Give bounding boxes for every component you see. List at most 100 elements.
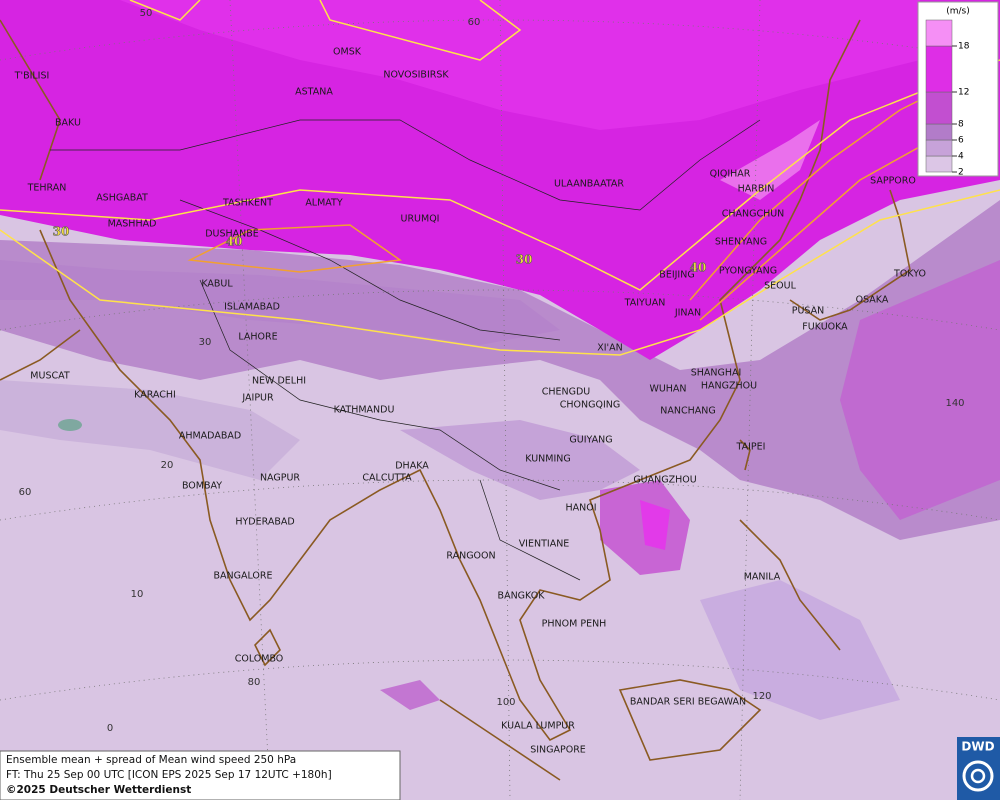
city-label: BAKU (55, 118, 81, 129)
city-label: BANDAR SERI BEGAWAN (630, 697, 746, 708)
city-label: DUSHANBE (205, 229, 259, 240)
legend-label: 6 (958, 136, 964, 146)
contour-label: 30 (53, 225, 70, 239)
grid-label: 30 (199, 337, 212, 348)
grid-label: 50 (140, 8, 153, 19)
city-label: TOKYO (893, 269, 926, 280)
city-label: COLOMBO (235, 654, 284, 665)
city-label: KUALA LUMPUR (501, 721, 575, 732)
legend-swatch (925, 155, 953, 173)
city-label: HARBIN (738, 184, 775, 195)
labels: OMSK NOVOSIBIRSK ASTANA T'BILISI BAKU TEHRAN A… (14, 8, 965, 756)
info-box: Ensemble mean + spread of Mean wind spee… (0, 750, 401, 800)
city-label: OSAKA (856, 295, 889, 306)
city-label: PHNOM PENH (542, 619, 607, 630)
city-label: KATHMANDU (334, 405, 395, 416)
legend-label: 12 (958, 88, 969, 98)
city-label: OMSK (333, 47, 362, 58)
city-label: TAIYUAN (624, 298, 666, 309)
city-label: MASHHAD (108, 219, 157, 230)
city-label: ALMATY (305, 198, 343, 209)
city-label: VIENTIANE (519, 539, 570, 550)
city-label: BOMBAY (182, 481, 222, 492)
logo: DWD (957, 737, 1000, 800)
grid-label: 0 (107, 723, 113, 734)
city-label: KUNMING (525, 454, 571, 465)
borders (50, 119, 761, 581)
city-label: SINGAPORE (530, 745, 586, 756)
city-label: SHENYANG (715, 237, 767, 248)
legend-scale: 2 4 6 8 12 18 (925, 19, 970, 178)
city-label: ULAANBAATAR (554, 179, 624, 190)
city-label: QIQIHAR (710, 169, 751, 180)
contour-label: 40 (226, 235, 243, 249)
grid-label: 80 (248, 677, 261, 688)
city-label: CHONGQING (560, 400, 620, 411)
city-label: KARACHI (134, 390, 176, 401)
city-label: XI'AN (597, 343, 623, 354)
grid-label: 20 (161, 460, 174, 471)
city-label: JAIPUR (241, 393, 274, 404)
city-label: NANCHANG (660, 406, 715, 417)
city-label: BEIJING (659, 270, 694, 281)
city-label: SEOUL (764, 281, 796, 292)
city-label: HANOI (565, 503, 596, 514)
legend-unit: (m/s) (946, 7, 970, 17)
city-label: WUHAN (649, 384, 686, 395)
city-label: AHMADABAD (179, 431, 241, 442)
contour-label: 40 (690, 261, 707, 275)
city-label: JINAN (674, 308, 701, 319)
city-label: TEHRAN (27, 183, 67, 194)
city-label: SHANGHAI (691, 368, 742, 379)
legend-label: 18 (958, 42, 970, 52)
city-label: KABUL (201, 279, 233, 290)
city-label: NEW DELHI (252, 376, 306, 387)
grid-label: 60 (468, 17, 481, 28)
city-label: SAPPORO (870, 176, 916, 187)
city-label: LAHORE (238, 332, 277, 343)
legend: (m/s) 2 4 6 8 12 18 (917, 1, 999, 178)
city-label: ASHGABAT (96, 193, 148, 204)
legend-swatch (925, 91, 953, 125)
city-label: PUSAN (792, 306, 825, 317)
legend-label: 8 (958, 120, 964, 130)
city-label: FUKUOKA (802, 322, 848, 333)
city-label: BANGKOK (498, 591, 546, 602)
contours (0, 0, 1000, 356)
city-label: CHENGDU (542, 387, 591, 398)
legend-swatch (925, 45, 953, 93)
coastlines (0, 19, 911, 781)
logo-text: DWD (961, 740, 994, 754)
legend-swatch (925, 139, 953, 157)
city-label: DHAKA (395, 461, 429, 472)
city-label: URUMQI (401, 214, 440, 225)
grid-label: 10 (131, 589, 144, 600)
city-label: PYONGYANG (719, 266, 777, 277)
city-label: GUANGZHOU (633, 475, 696, 486)
info-copyright: ©2025 Deutscher Wetterdienst (6, 784, 191, 796)
city-label: TASHKENT (222, 198, 273, 209)
legend-swatch (925, 19, 953, 47)
info-title: Ensemble mean + spread of Mean wind spee… (6, 754, 296, 766)
city-label: NAGPUR (260, 473, 300, 484)
city-label: ASTANA (295, 87, 333, 98)
city-label: NOVOSIBIRSK (383, 70, 449, 81)
city-label: CALCUTTA (362, 473, 412, 484)
city-label: HYDERABAD (235, 517, 294, 528)
grid-label: 120 (752, 691, 771, 702)
city-label: T'BILISI (14, 71, 50, 82)
legend-label: 4 (958, 152, 964, 162)
city-label: CHANGCHUN (722, 209, 785, 220)
city-label: TAIPEI (736, 442, 766, 453)
city-label: GUIYANG (569, 435, 612, 446)
grid-label: 60 (19, 487, 32, 498)
grid-label: 100 (496, 697, 515, 708)
city-label: MANILA (744, 572, 781, 583)
city-label: RANGOON (446, 551, 495, 562)
legend-label: 2 (958, 168, 964, 178)
city-label: HANGZHOU (701, 381, 757, 392)
city-label: BANGALORE (213, 571, 272, 582)
